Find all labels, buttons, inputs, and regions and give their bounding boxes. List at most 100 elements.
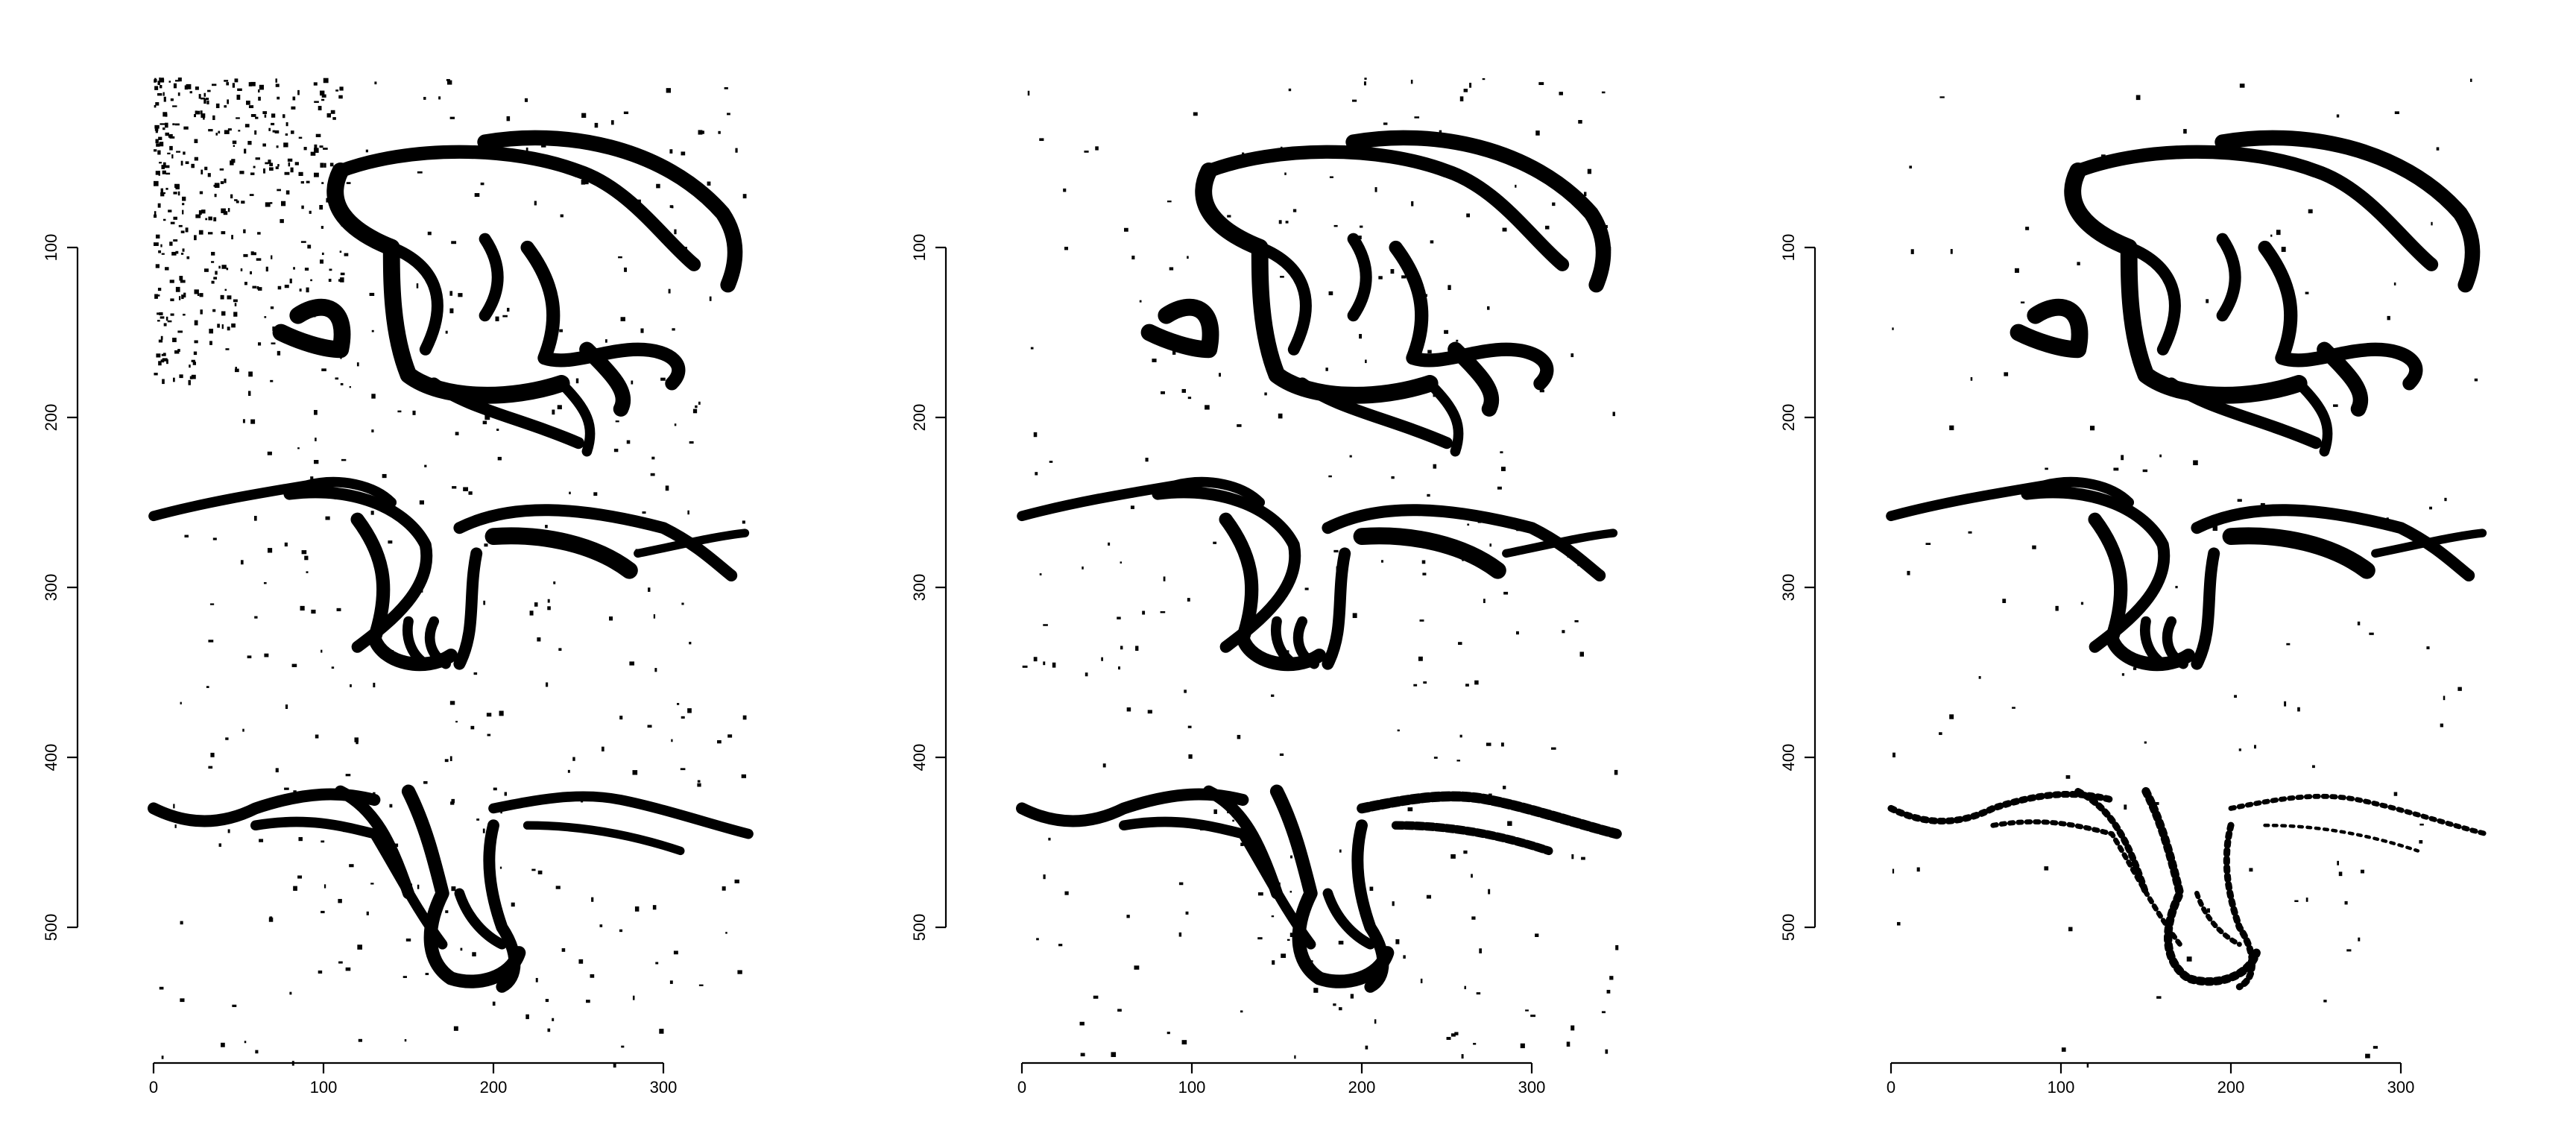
shape-stroke [453,504,738,582]
shape-stroke [1389,240,1554,391]
noise-speck [1419,619,1424,622]
noise-speck [294,162,299,165]
noise-speck [160,123,165,125]
noise-speck [674,229,677,235]
shape-stroke [2064,162,2308,404]
noise-speck [271,122,275,126]
noise-speck [541,142,546,148]
noise-speck [1365,359,1367,364]
noise-speck [2369,632,2374,635]
noise-speck [165,172,171,175]
noise-speck [345,967,351,971]
noise-speck [545,525,548,529]
noise-speck [1420,978,1423,984]
noise-speck [569,491,571,495]
noise-speck [651,550,655,554]
noise-speck [271,255,273,259]
noise-speck [201,209,206,214]
noise-speck [160,193,165,197]
noise-speck [323,78,329,83]
noise-speck [313,82,318,86]
shape-stroke [1269,784,1395,988]
shape-stroke [579,341,631,417]
noise-speck [319,90,325,96]
noise-speck [254,616,258,619]
noise-speck [267,451,272,455]
noise-speck [1294,1055,1296,1059]
noise-speck [446,80,452,85]
noise-speck [537,637,541,642]
noise-speck [268,917,274,922]
noise-speck [2344,900,2348,905]
noise-speck [168,81,171,83]
noise-speck [208,216,212,221]
noise-speck [186,83,192,89]
noise-speck [247,141,252,145]
noise-speck [250,251,254,256]
noise-speck [1421,560,1426,564]
noise-speck [207,89,211,92]
noise-speck [420,265,423,268]
noise-speck [1459,96,1464,101]
noise-speck [397,410,402,413]
shape-stroke [454,888,508,950]
noise-speck [1058,944,1063,947]
noise-speck [303,147,307,151]
noise-speck [476,818,480,821]
noise-speck [417,884,420,889]
noise-speck [1108,542,1111,546]
noise-speck [1325,368,1328,371]
noise-speck [223,211,228,215]
noise-speck [394,843,399,848]
noise-speck [155,102,160,106]
noise-speck [2333,404,2338,407]
noise-speck [2358,937,2361,941]
shape-stroke [2214,130,2481,293]
noise-speck [1271,915,1275,918]
noise-speck [329,268,332,271]
noise-speck [235,367,237,370]
noise-speck [1240,1010,1243,1013]
noise-speck [252,286,257,288]
noise-speck [2365,1053,2370,1059]
noise-speck [613,448,619,452]
noise-speck [341,458,347,461]
noise-speck [154,242,159,246]
noise-speck [160,316,165,319]
noise-speck [1374,187,1377,192]
noise-speck [1039,573,1042,575]
noise-speck [356,362,359,367]
noise-speck [2133,667,2137,670]
noise-speck [180,921,183,925]
noise-speck [356,159,359,162]
noise-speck [547,606,551,611]
noise-speck [373,792,376,797]
noise-speck [165,187,168,190]
noise-speck [307,245,312,249]
noise-speck [1360,225,1363,228]
noise-speck [408,883,413,888]
noise-speck [209,603,215,605]
noise-speck [558,648,562,652]
noise-speck [157,203,161,208]
y-tick-label: 300 [42,574,60,602]
noise-speck [292,96,296,101]
noise-speck [1118,666,1121,670]
noise-speck [314,144,318,149]
x-tick-label: 200 [1348,1078,1376,1097]
noise-speck [169,280,174,283]
noise-speck [1545,225,1550,230]
shape-stroke [250,816,448,950]
noise-speck [321,182,324,184]
noise-speck [1500,742,1504,747]
noise-speck [665,485,669,491]
noise-speck [2284,701,2287,707]
noise-speck [1111,1052,1117,1057]
noise-speck [451,798,455,804]
noise-speck [160,192,165,195]
shape-stroke [1195,162,1439,404]
noise-speck [172,136,175,139]
noise-speck [1467,523,1470,526]
noise-speck [1907,570,1910,575]
